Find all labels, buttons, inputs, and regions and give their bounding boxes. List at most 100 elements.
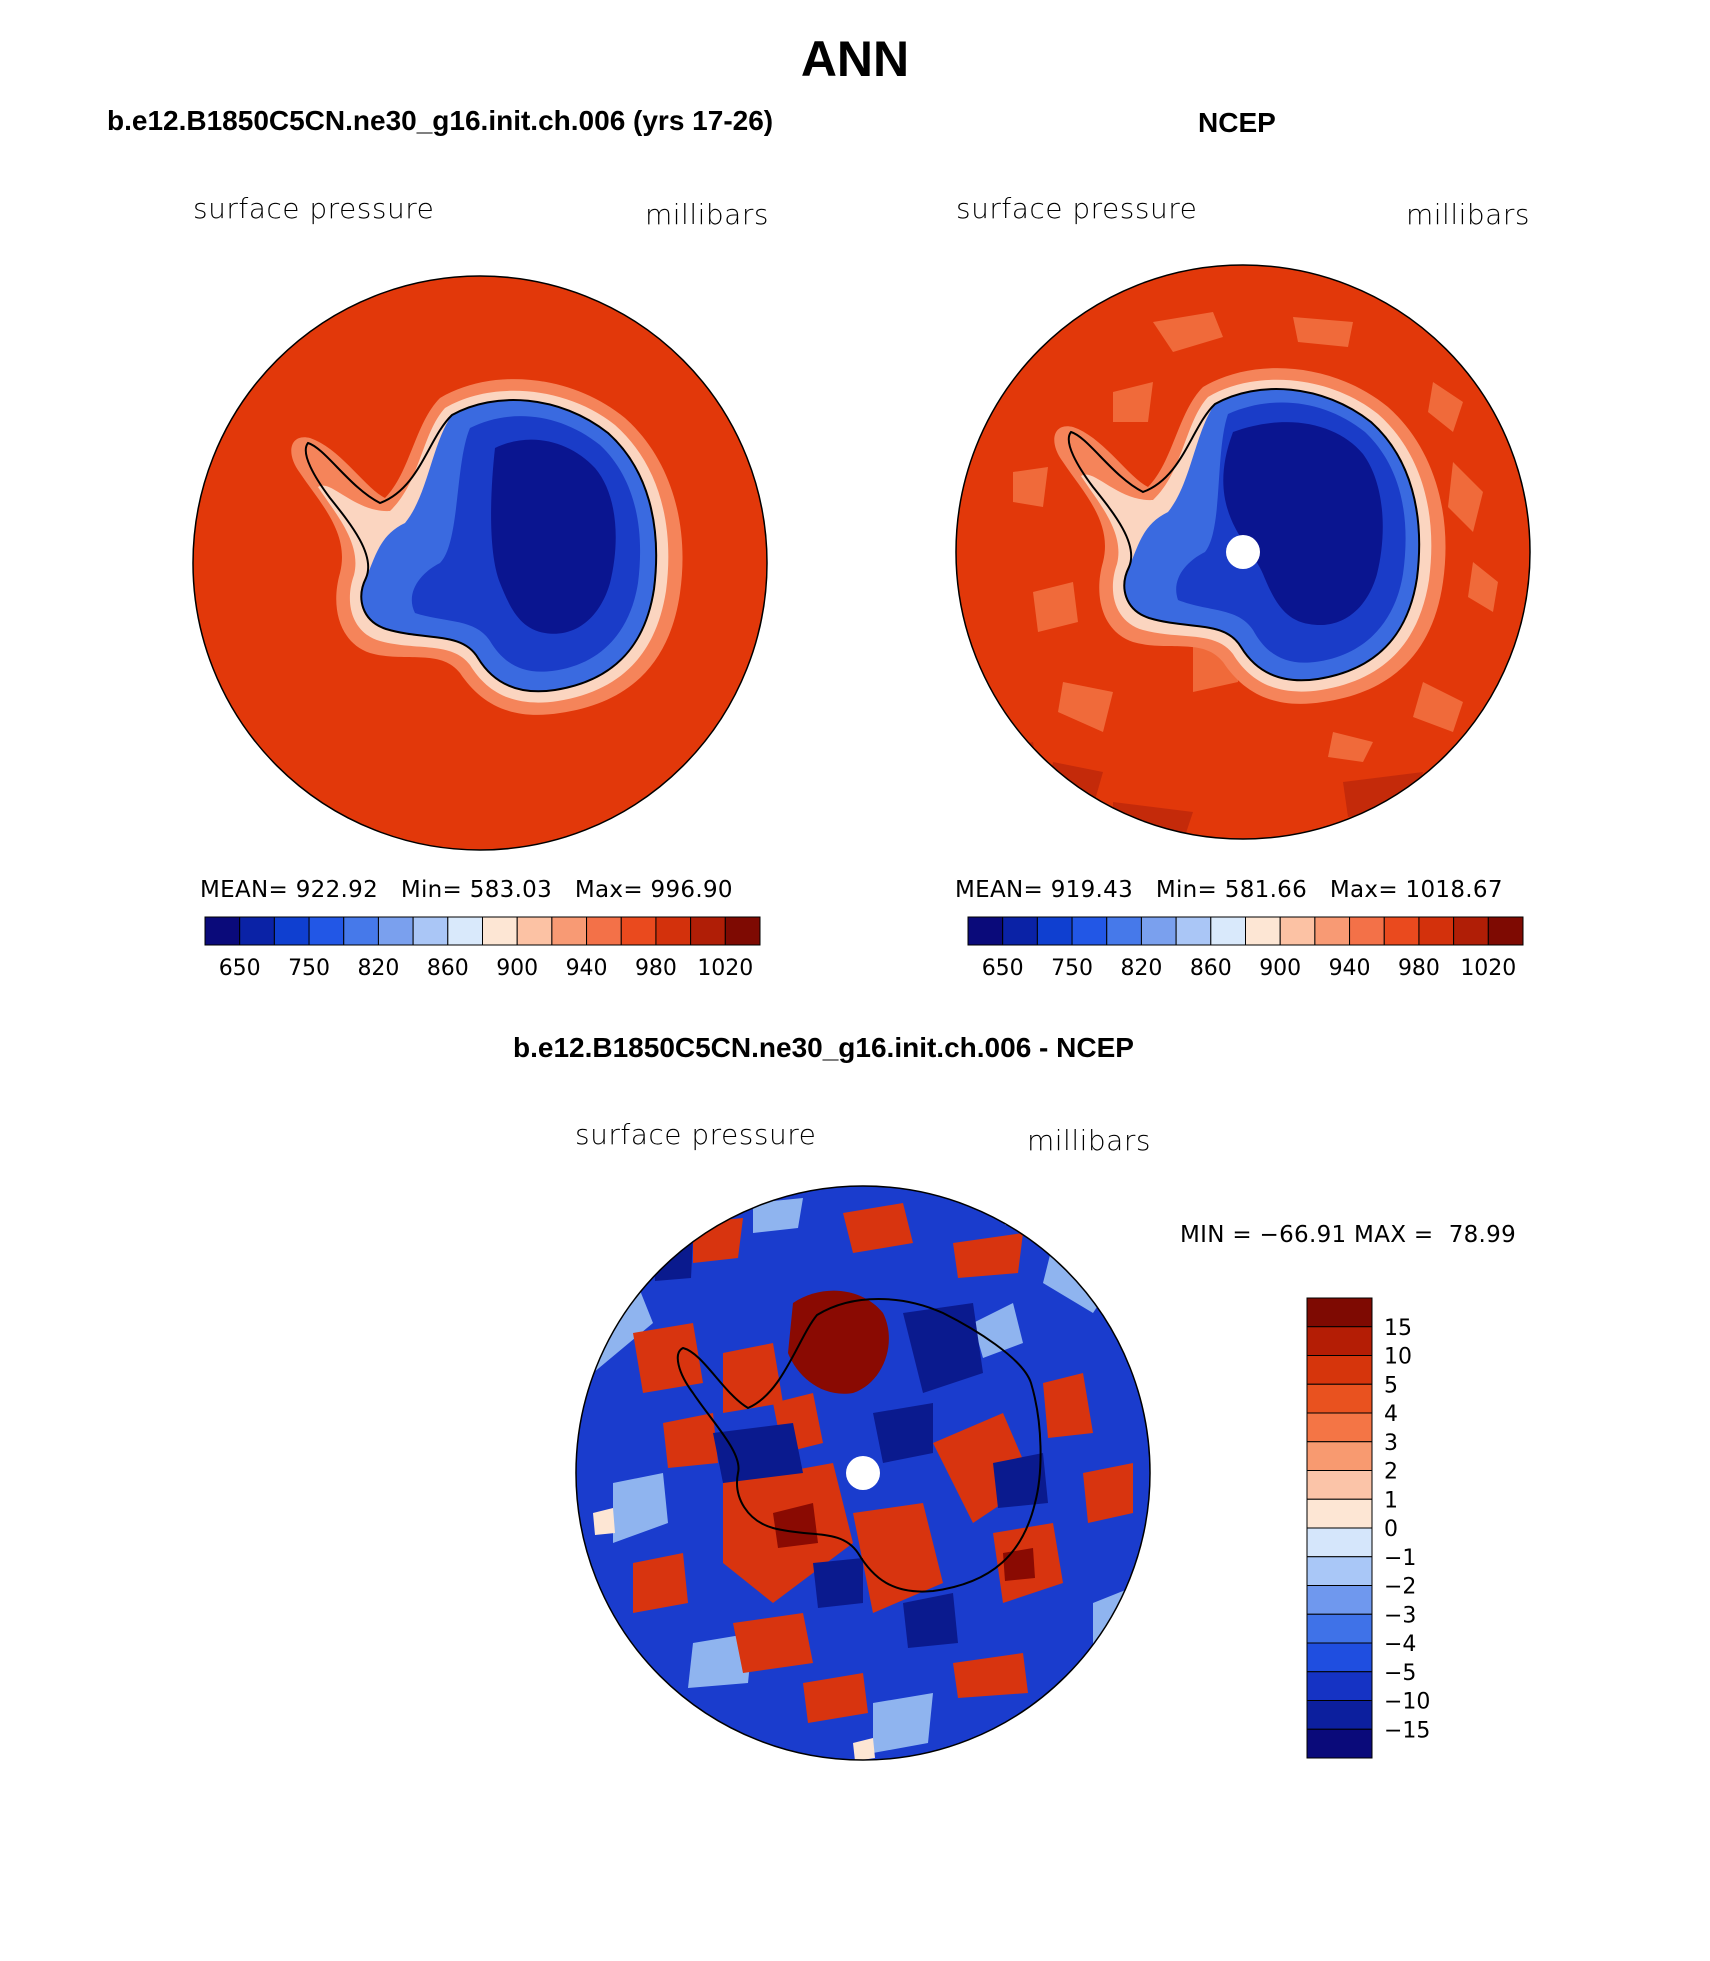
panel1-coastline bbox=[304, 399, 658, 693]
panel1-colorbar-swatch bbox=[724, 916, 761, 946]
panel2-colorbar-swatch bbox=[1349, 916, 1385, 946]
panel2-pole-mask bbox=[1226, 535, 1260, 569]
panel2-colorbar-tick-label: 1020 bbox=[1460, 956, 1516, 981]
panel3-colorbar-tick-label: −5 bbox=[1384, 1661, 1416, 1686]
panel3-colorbar-swatch bbox=[1306, 1441, 1373, 1471]
panel2-colorbar-swatch bbox=[1036, 916, 1073, 946]
panel1-colorbar-swatch bbox=[690, 916, 726, 946]
panel1-colorbar-swatch bbox=[482, 916, 518, 946]
panel2-colorbar-tick-label: 980 bbox=[1398, 956, 1440, 981]
panel2-colorbar-tick-label: 940 bbox=[1329, 956, 1371, 981]
panel2-mean-label: MEAN= bbox=[955, 877, 1044, 903]
panel2-colorbar-swatch bbox=[1210, 916, 1246, 946]
panel1-colorbar-swatch bbox=[239, 916, 275, 946]
panel1-colorbar-swatch bbox=[377, 916, 414, 946]
panel3-colorbar-tick-label: −3 bbox=[1384, 1603, 1416, 1628]
panel1-colorbar-swatch bbox=[343, 916, 379, 946]
panel2-min-value: 581.66 bbox=[1224, 877, 1308, 903]
panel3-colorbar-swatch bbox=[1306, 1297, 1373, 1328]
panel1-colorbar-swatch bbox=[447, 916, 483, 946]
panel1-colorbar-swatch bbox=[516, 916, 553, 946]
panel3-difference-map bbox=[575, 1185, 1151, 1761]
panel2-colorbar-tick-label: 820 bbox=[1120, 956, 1162, 981]
panel3-colorbar-swatch bbox=[1306, 1671, 1373, 1701]
panel1-mean-label: MEAN= bbox=[200, 877, 289, 903]
panel2-colorbar-swatch bbox=[967, 916, 1004, 946]
panel3-range-text: MIN = −66.91 MAX = 78.99 bbox=[1180, 1222, 1517, 1248]
panel2-colorbar-swatch bbox=[1279, 916, 1316, 946]
panel2-units-label: millibars bbox=[1406, 198, 1530, 231]
panel1-min-value: 583.03 bbox=[469, 877, 553, 903]
panel3-colorbar-swatch bbox=[1306, 1383, 1373, 1414]
panel2-colorbar-swatch bbox=[1487, 916, 1524, 946]
panel3-colorbar-tick-label: 5 bbox=[1384, 1373, 1398, 1398]
panel3-title: b.e12.B1850C5CN.ne30_g16.init.ch.006 - N… bbox=[513, 1032, 1134, 1063]
panel1-colorbar-tick-label: 1020 bbox=[697, 956, 753, 981]
panel1-colorbar-swatch bbox=[204, 916, 241, 946]
panel2-colorbar-swatch bbox=[1418, 916, 1455, 946]
panel3-colorbar-tick-label: −4 bbox=[1384, 1632, 1416, 1657]
panel2-colorbar-tick-label: 650 bbox=[982, 956, 1024, 981]
panel2-stats: MEAN= 919.43 Min= 581.66 Max= 1018.67 bbox=[955, 877, 1503, 903]
panel3-colorbar-swatch bbox=[1306, 1498, 1373, 1529]
panel1-colorbar-tick-label: 940 bbox=[566, 956, 608, 981]
panel2-polar-map bbox=[955, 264, 1531, 840]
panel1-colorbar-tick-label: 820 bbox=[357, 956, 399, 981]
panel2-ice-core bbox=[1223, 422, 1383, 626]
panel3-darkred-patches bbox=[773, 1290, 1035, 1581]
panel3-colorbar-swatch bbox=[1306, 1728, 1373, 1759]
panel1-stats: MEAN= 922.92 Min= 583.03 Max= 996.90 bbox=[200, 877, 733, 903]
panel1-ice-core bbox=[491, 439, 616, 634]
panel2-min-label: Min= bbox=[1155, 877, 1218, 903]
panel1-colorbar-tick-label: 650 bbox=[219, 956, 261, 981]
panel2-colorbar: 650 750 820 860 900 940 980 1020 bbox=[967, 916, 1524, 981]
panel1-colorbar-swatch bbox=[308, 916, 345, 946]
panel1-variable-label: surface pressure bbox=[193, 192, 435, 225]
panel2-coastline bbox=[1067, 388, 1421, 682]
panel2-colorbar-swatch bbox=[1383, 916, 1420, 946]
panel2-colorbar-swatch bbox=[1453, 916, 1489, 946]
panel3-variable-label: surface pressure bbox=[575, 1118, 817, 1151]
panel2-mean-value: 919.43 bbox=[1050, 877, 1133, 903]
panel3-colorbar-swatch bbox=[1306, 1412, 1373, 1443]
panel1-colorbar-swatch bbox=[551, 916, 588, 946]
panel3-colorbar-swatch bbox=[1306, 1326, 1373, 1356]
panel3-colorbar-tick-label: −1 bbox=[1384, 1546, 1416, 1571]
panel2-colorbar-swatch bbox=[1071, 916, 1108, 946]
panel1-mean-value: 922.92 bbox=[295, 877, 378, 903]
panel1-colorbar-swatch bbox=[586, 916, 622, 946]
panel3-colorbar-swatch bbox=[1306, 1642, 1373, 1673]
panel1-colorbar-swatch bbox=[620, 916, 657, 946]
panel2-colorbar-swatch bbox=[1140, 916, 1177, 946]
panel1-colorbar: 650 750 820 860 900 940 980 1020 bbox=[204, 916, 761, 981]
panel3-colorbar-swatch bbox=[1306, 1527, 1373, 1558]
panel3-coastline bbox=[676, 1298, 1042, 1593]
panel1-min-label: Min= bbox=[400, 877, 463, 903]
panel2-max-value: 1018.67 bbox=[1405, 877, 1503, 903]
panel3-colorbar-tick-label: −2 bbox=[1384, 1575, 1416, 1600]
panel1-colorbar-tick-label: 980 bbox=[635, 956, 677, 981]
panel1-colorbar-swatch bbox=[273, 916, 310, 946]
panel3-colorbar-swatch bbox=[1306, 1470, 1373, 1500]
panel2-variable-label: surface pressure bbox=[956, 192, 1198, 225]
panel3-darkblue-patches bbox=[653, 1238, 1048, 1648]
panel3-colorbar-swatch bbox=[1306, 1585, 1373, 1615]
panel3-colorbar-swatch bbox=[1306, 1556, 1373, 1586]
panel3-colorbar-tick-label: −15 bbox=[1384, 1718, 1430, 1743]
panel3-colorbar-swatch bbox=[1306, 1355, 1373, 1385]
panel2-colorbar-swatch bbox=[1314, 916, 1351, 946]
panel3-colorbar-tick-label: 15 bbox=[1384, 1316, 1412, 1341]
panel3-colorbar-swatch bbox=[1306, 1613, 1373, 1644]
panel3-colorbar-tick-label: 10 bbox=[1384, 1345, 1412, 1370]
panel2-colorbar-tick-label: 750 bbox=[1051, 956, 1093, 981]
panel1-polar-map bbox=[192, 275, 768, 851]
panel1-colorbar-tick-label: 860 bbox=[427, 956, 469, 981]
panel3-colorbar-tick-label: 3 bbox=[1384, 1431, 1398, 1456]
panel2-colorbar-swatch bbox=[1245, 916, 1281, 946]
panel2-colorbar-tick-label: 860 bbox=[1190, 956, 1232, 981]
panel1-max-value: 996.90 bbox=[650, 877, 733, 903]
panel1-title: b.e12.B1850C5CN.ne30_g16.init.ch.006 (yr… bbox=[107, 105, 774, 136]
panel3-colorbar-swatch bbox=[1306, 1700, 1373, 1730]
figure-title: ANN bbox=[800, 31, 910, 87]
